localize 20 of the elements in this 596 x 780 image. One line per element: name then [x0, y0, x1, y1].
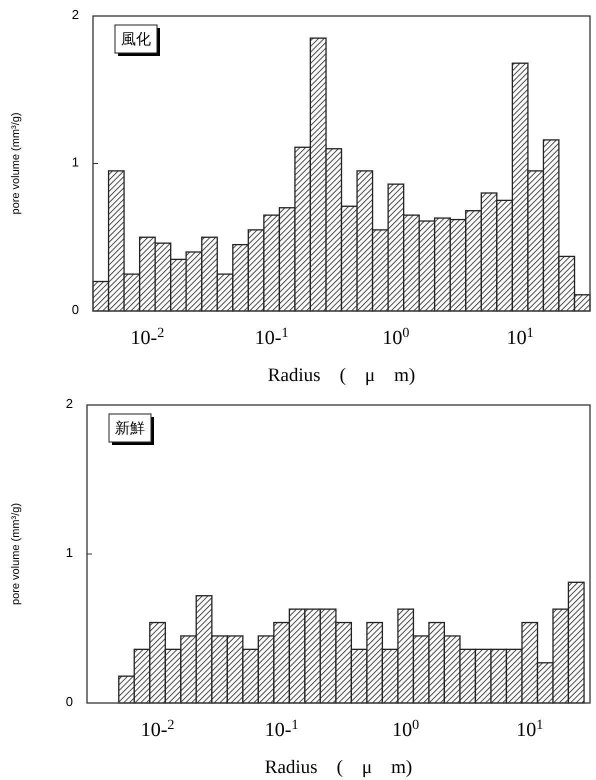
y-tick-label: 0: [72, 302, 79, 318]
x-tick-label: 10-$^{2}$: [140, 718, 174, 741]
annotation: 風化: [121, 30, 151, 48]
y-tick-label: 1: [66, 545, 73, 560]
x-tick-label: 10-$^{2}$: [130, 326, 164, 349]
y-axis-title: pore volume (mm³/g): [10, 502, 22, 606]
x-tick-label: 10$^{1}$: [516, 718, 544, 741]
x-tick-label: 10$^{0}$: [392, 718, 420, 741]
x-tick-label: 10$^{0}$: [382, 326, 410, 349]
x-tick-label: 10-$^{1}$: [264, 718, 298, 741]
y-tick-label: 0: [66, 694, 73, 710]
y-tick-label: 2: [72, 7, 79, 22]
y-axis-title: pore volume (mm³/g): [10, 112, 22, 215]
x-tick-label: 10$^{1}$: [506, 326, 534, 349]
x-axis-title: Radius ( μ m): [268, 365, 416, 386]
annotation: 新鮮: [115, 420, 145, 437]
x-tick-label: 10-$^{1}$: [254, 326, 288, 349]
y-tick-label: 1: [72, 154, 79, 170]
y-tick-label: 2: [66, 396, 73, 412]
x-axis-title: Radius ( μ m): [264, 757, 412, 778]
